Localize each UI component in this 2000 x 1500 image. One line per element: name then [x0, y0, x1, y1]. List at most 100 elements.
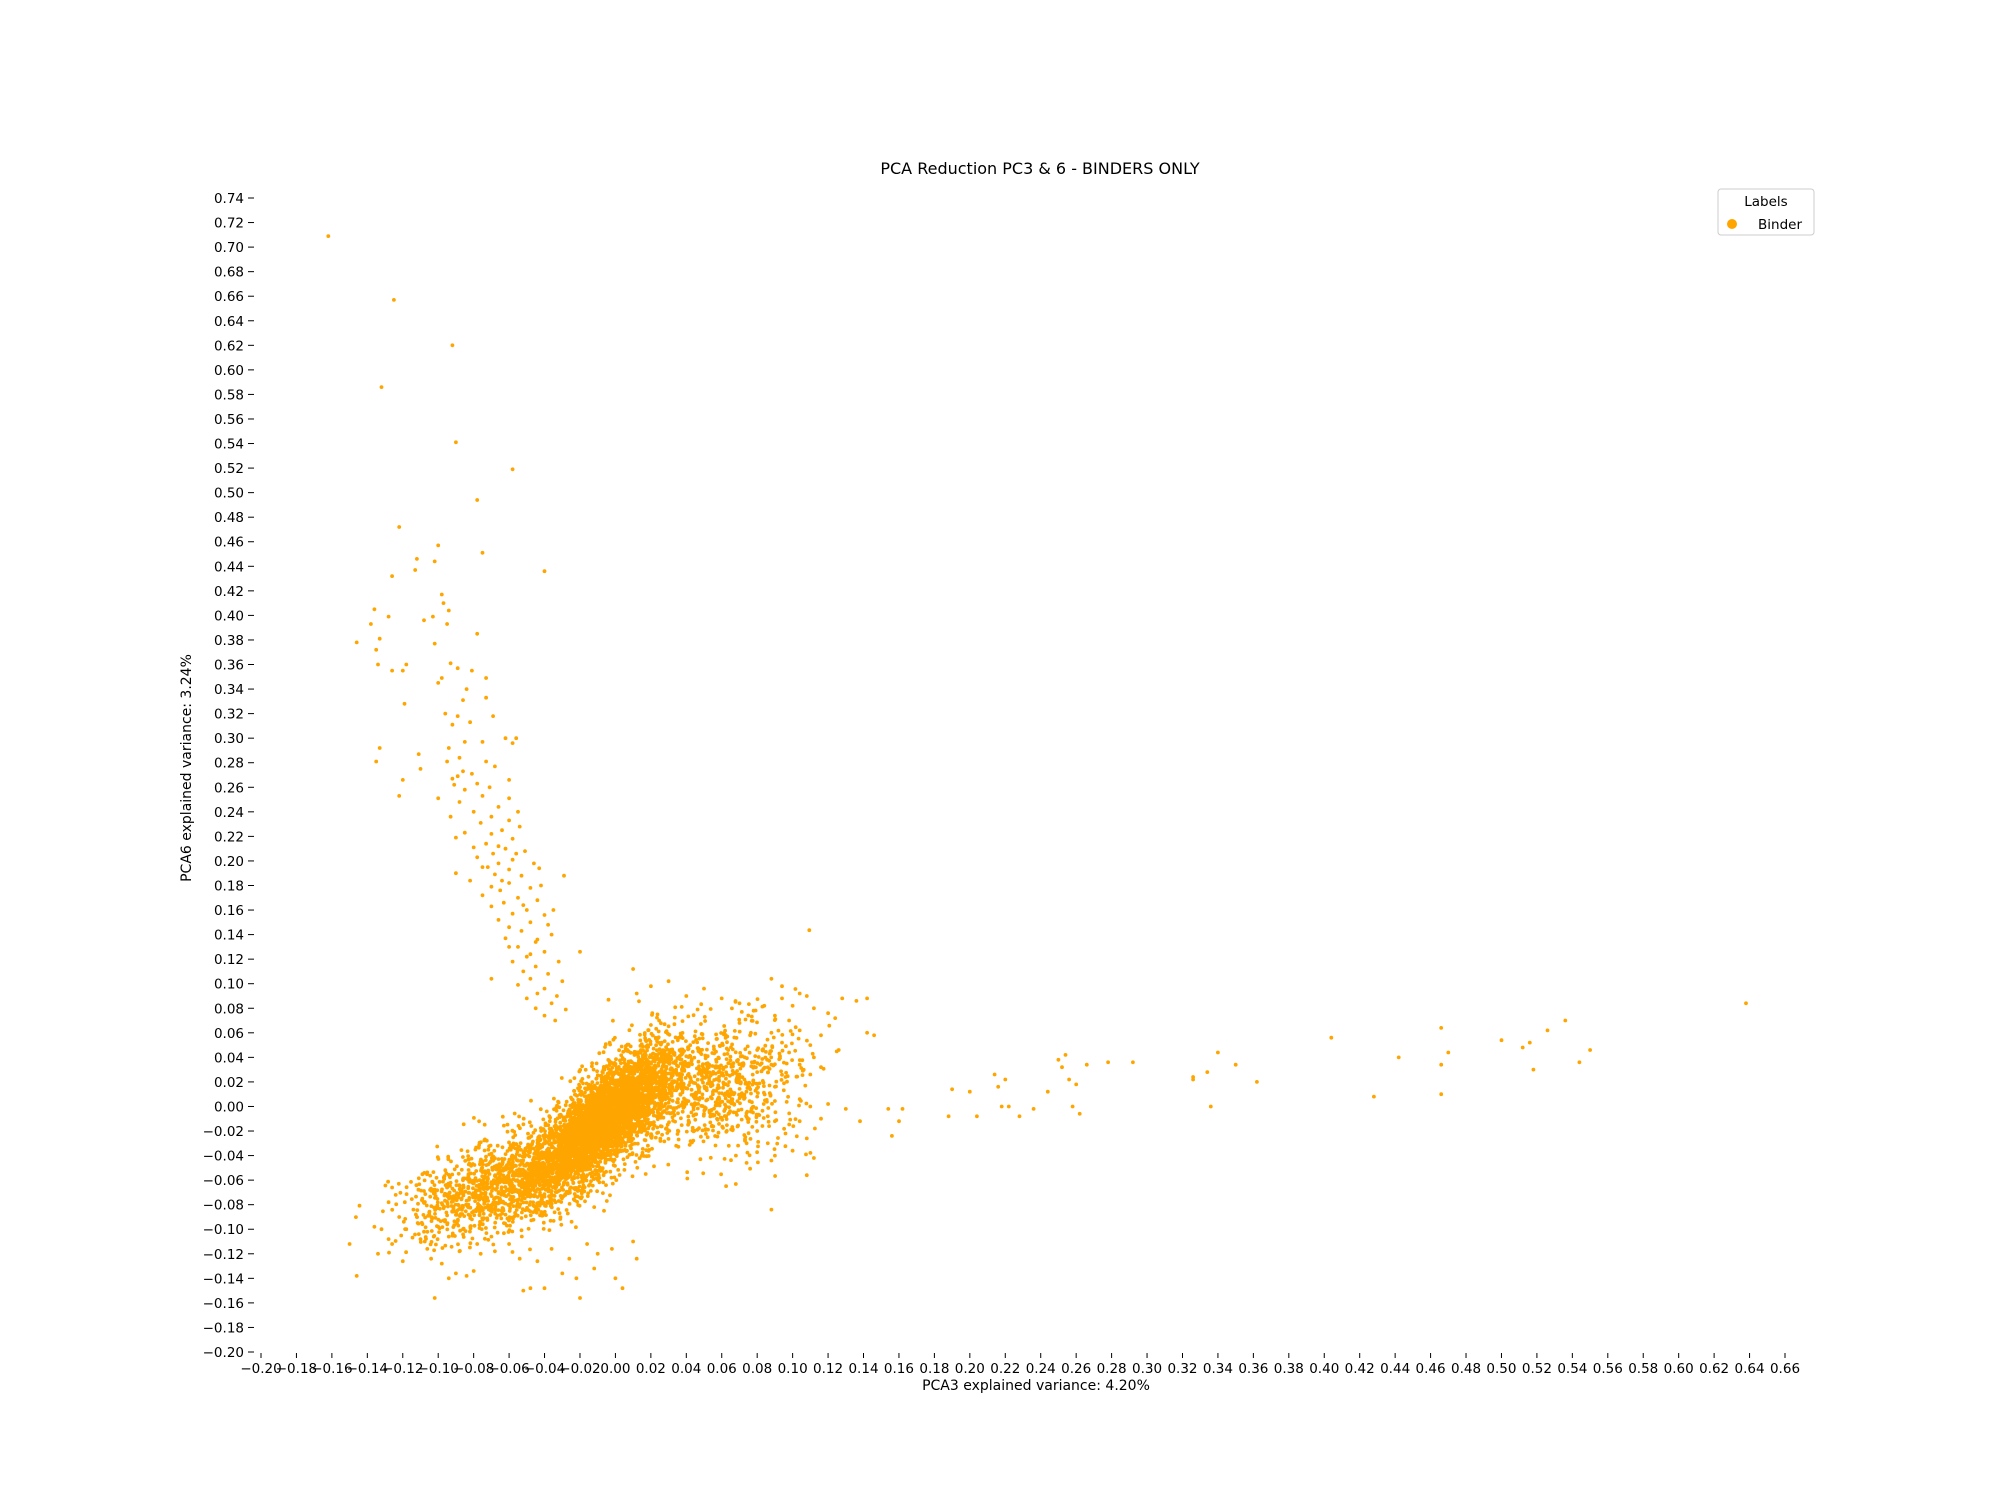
data-point: [660, 1098, 664, 1103]
data-point: [628, 1082, 633, 1087]
data-point: [703, 1019, 707, 1023]
data-point: [484, 1226, 488, 1230]
data-point: [485, 1196, 490, 1200]
data-point: [581, 1113, 585, 1117]
data-point: [561, 1128, 566, 1133]
data-point: [511, 1199, 516, 1204]
data-point: [511, 1135, 516, 1140]
data-point: [538, 1162, 543, 1167]
data-point: [467, 1180, 472, 1184]
data-point: [538, 1176, 543, 1181]
data-point: [618, 1118, 623, 1123]
data-point: [636, 1059, 641, 1064]
data-point: [522, 1186, 527, 1190]
data-point: [586, 1191, 590, 1196]
data-point: [420, 1172, 425, 1177]
data-point: [587, 1093, 592, 1098]
data-point: [532, 1193, 537, 1197]
data-point: [507, 1157, 512, 1162]
data-point: [595, 1189, 599, 1194]
data-point: [578, 1195, 582, 1200]
data-point: [581, 1172, 586, 1177]
data-point: [542, 1150, 547, 1155]
data-point: [403, 1217, 408, 1221]
data-point: [485, 1178, 490, 1183]
data-point: [705, 1135, 710, 1140]
data-point: [587, 1183, 591, 1188]
data-point: [595, 1069, 599, 1074]
data-point: [562, 1138, 567, 1142]
data-point: [540, 1179, 545, 1184]
data-point: [611, 1037, 616, 1042]
data-point: [590, 1097, 595, 1101]
data-point: [606, 1144, 611, 1148]
data-point: [670, 1040, 675, 1044]
data-point: [585, 1087, 590, 1091]
data-point: [520, 1210, 524, 1215]
data-point: [381, 1209, 385, 1214]
data-point: [612, 1100, 617, 1105]
data-point: [622, 1162, 627, 1166]
data-point: [632, 1129, 637, 1134]
data-point: [663, 1088, 668, 1093]
data-point: [558, 1158, 562, 1163]
data-point: [611, 1135, 615, 1140]
data-point: [638, 1038, 643, 1043]
data-point: [620, 1084, 624, 1089]
data-point: [601, 1152, 605, 1156]
data-point: [542, 1209, 547, 1214]
data-point: [568, 1185, 573, 1190]
data-point: [569, 1219, 574, 1224]
data-point: [614, 1148, 619, 1153]
data-point: [643, 1036, 647, 1040]
data-point: [507, 1140, 511, 1145]
data-point: [598, 1123, 603, 1127]
data-point: [612, 1175, 617, 1180]
data-point: [558, 1124, 563, 1129]
data-point: [450, 1231, 455, 1236]
data-point: [644, 1045, 649, 1049]
data-point: [502, 1221, 506, 1225]
data-point: [535, 1187, 540, 1191]
data-point: [548, 1200, 553, 1204]
data-point: [608, 1096, 613, 1101]
data-point: [652, 1065, 657, 1070]
data-point: [614, 1057, 618, 1062]
data-point: [533, 1160, 538, 1165]
data-point: [558, 1217, 563, 1221]
data-point: [547, 1114, 552, 1119]
data-point: [463, 1159, 468, 1163]
data-point: [672, 1022, 677, 1027]
data-point: [531, 1146, 536, 1151]
data-point: [660, 1132, 664, 1137]
data-point: [590, 1131, 595, 1135]
data-point: [524, 1200, 529, 1205]
data-point: [580, 1077, 585, 1081]
data-point: [459, 1148, 464, 1152]
data-point: [505, 1122, 510, 1127]
data-point: [602, 1171, 606, 1175]
data-point: [487, 1152, 492, 1157]
data-point: [488, 1143, 493, 1148]
data-point: [665, 1122, 670, 1127]
data-point: [556, 1162, 561, 1167]
data-point: [541, 1227, 546, 1231]
data-point: [519, 1216, 524, 1220]
data-point: [599, 1094, 604, 1099]
data-point: [546, 1185, 551, 1190]
data-point: [617, 1173, 622, 1177]
data-point: [461, 1155, 465, 1159]
data-point: [528, 1247, 532, 1252]
data-point: [526, 1226, 531, 1231]
data-point: [473, 1199, 477, 1203]
data-point: [521, 1122, 526, 1127]
data-point: [635, 1165, 640, 1170]
data-point: [600, 1120, 604, 1124]
data-point: [655, 1117, 660, 1122]
data-point: [625, 1048, 630, 1052]
data-point: [634, 1133, 639, 1137]
data-point: [576, 1122, 581, 1127]
data-point: [631, 1090, 636, 1094]
data-point: [588, 1167, 593, 1171]
data-point: [531, 1200, 535, 1205]
